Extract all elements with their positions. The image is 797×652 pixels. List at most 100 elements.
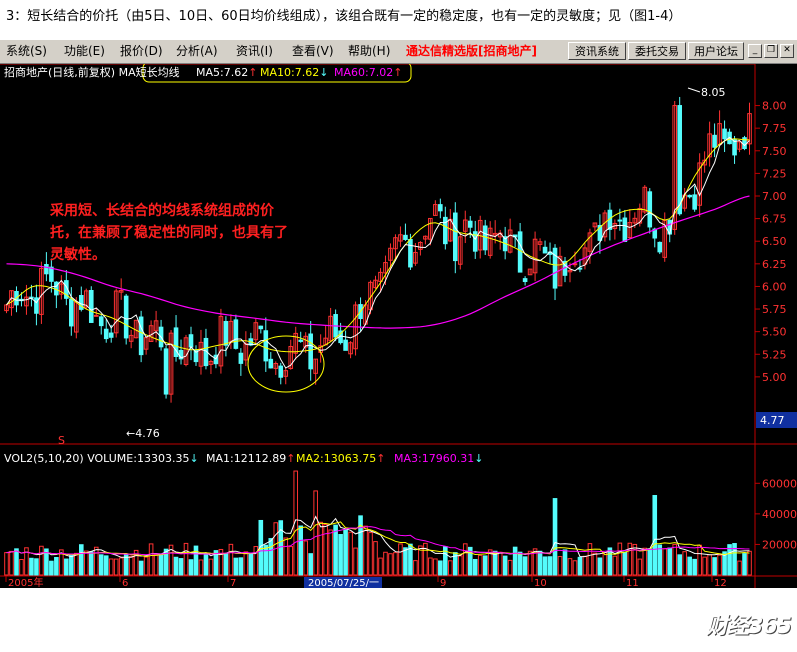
volume-bar-down [657, 544, 663, 576]
time-tick-label: 7 [230, 578, 236, 588]
volume-bar-down [278, 520, 284, 576]
volume-bar-up [208, 558, 214, 576]
volume-bar-up [303, 540, 308, 576]
candle-down [552, 247, 558, 289]
info-system-button[interactable]: 资讯系统 [568, 42, 626, 60]
restore-icon[interactable]: ❐ [764, 44, 778, 58]
volume-bar-down [408, 543, 413, 576]
vol-ma3-line [6, 526, 750, 556]
candle-up [702, 159, 707, 166]
candle-up [567, 269, 573, 273]
ma5-label: MA5:7.62↑ [196, 66, 257, 79]
minimize-icon[interactable]: _ [748, 44, 762, 58]
candle-up [373, 279, 378, 289]
stock-link[interactable]: [招商地产] [478, 44, 537, 58]
menu-quote[interactable]: 报价(D) [120, 44, 163, 58]
candle-down [138, 316, 144, 356]
volume-bar-up [398, 543, 403, 576]
volume-bar-up [328, 529, 333, 576]
price-tick-label: 6.25 [762, 258, 787, 271]
volume-bar-up [323, 523, 328, 576]
price-tick-label: 5.50 [762, 326, 787, 339]
current-price-box [756, 412, 797, 428]
volume-bar-up [557, 556, 563, 576]
volume-bar-up [108, 558, 114, 576]
candle-down [472, 231, 478, 252]
candle-up [413, 251, 418, 264]
volume-bar-down [727, 544, 732, 576]
price-volume-chart[interactable]: 8.00 7.75 7.50 7.25 7.00 6.75 6.50 6.25 6.00 5.75… [0, 64, 797, 588]
volume-bar-down [103, 555, 109, 576]
candle-up [303, 335, 308, 348]
volume-bar-up [113, 558, 119, 576]
price-tick-label: 5.25 [762, 348, 787, 361]
candle-down [403, 234, 408, 240]
candle-down [69, 298, 74, 327]
close-icon[interactable]: ✕ [780, 44, 794, 58]
candle-down [238, 352, 244, 364]
menu-system[interactable]: 系统(S) [6, 44, 47, 58]
candle-up [737, 141, 742, 150]
candle-down [597, 225, 603, 241]
volume-axis: 60000 40000 20000 [755, 477, 797, 551]
volume-bar-down [482, 555, 488, 576]
volume-bar-down [537, 550, 543, 576]
volume-bar-down [562, 549, 568, 576]
candle-up [273, 363, 279, 369]
volume-bar-up [293, 470, 299, 576]
time-tick-label: 11 [626, 578, 639, 588]
candle-down [223, 321, 229, 346]
volume-bar-down [34, 558, 39, 576]
volume-bar-up [74, 552, 79, 576]
candle-up [487, 227, 493, 256]
candle-down [408, 239, 413, 268]
time-tick-label: 6 [122, 578, 128, 588]
time-axis: 2005年 6 7 2005/07/25/一 9 10 11 12 [5, 576, 727, 588]
volume-bar-down [203, 553, 209, 576]
candle-up [527, 268, 533, 276]
price-tick-label: 6.50 [762, 235, 787, 248]
volume-bar-up [148, 543, 154, 576]
volume-bar-up [383, 551, 388, 576]
candle-down [647, 191, 653, 228]
volume-bar-down [577, 556, 583, 576]
candle-down [103, 328, 109, 340]
menu-function[interactable]: 功能(E) [64, 44, 105, 58]
price-tick-label: 6.75 [762, 213, 787, 226]
volume-bar-up [448, 560, 453, 576]
candle-up [418, 242, 423, 250]
candle-down [163, 348, 169, 395]
volume-bar-down [452, 552, 458, 576]
candle-up [462, 219, 468, 232]
high-price-label: 8.05 [701, 86, 726, 99]
volume-bar-down [512, 546, 518, 576]
candle-down [108, 332, 114, 338]
volume-bar-up [228, 543, 234, 576]
candle-down [722, 128, 727, 140]
candle-down [308, 333, 313, 370]
candle-down [263, 330, 269, 362]
candle-down [687, 194, 692, 198]
time-tick-label: 9 [440, 578, 446, 588]
menu-info[interactable]: 资讯(I) [236, 44, 273, 58]
event-marker: S [58, 434, 65, 447]
volume-bar-down [517, 551, 523, 576]
candle-up [507, 229, 513, 253]
volume-bar-down [138, 560, 144, 576]
price-chart-title: 招商地产(日线,前复权) MA短长均线 [4, 65, 180, 79]
volume-bar-down [492, 550, 498, 576]
volume-bar-up [363, 525, 368, 576]
candle-up [457, 236, 463, 265]
menu-view[interactable]: 查看(V) [292, 44, 334, 58]
volume-bar-up [153, 554, 159, 576]
volume-bar-down [542, 556, 548, 576]
trade-button[interactable]: 委托交易 [628, 42, 686, 60]
forum-button[interactable]: 用户论坛 [688, 42, 744, 60]
volume-bar-down [687, 556, 692, 576]
menu-analysis[interactable]: 分析(A) [176, 44, 218, 58]
brand-title: 通达信精选版[招商地产] [406, 43, 537, 60]
candle-down [622, 217, 628, 242]
volume-bar-up [592, 552, 598, 576]
volume-bar-down [69, 555, 74, 576]
menu-help[interactable]: 帮助(H) [348, 44, 391, 58]
